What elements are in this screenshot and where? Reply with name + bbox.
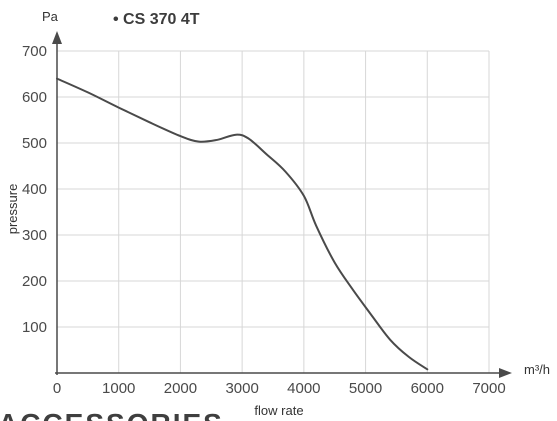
x-tick-label: 5000 (349, 380, 382, 397)
x-tick-label: 0 (53, 380, 61, 397)
y-tick-label: 400 (22, 181, 47, 198)
y-tick-label: 700 (22, 43, 47, 60)
x-tick-label: 6000 (411, 380, 444, 397)
series-line (56, 77, 429, 371)
y-axis-title: pressure (5, 184, 20, 235)
x-tick-label: 3000 (225, 380, 258, 397)
cutoff-section-heading: ACCESSORIES (0, 408, 224, 421)
y-tick-label: 300 (22, 227, 47, 244)
y-tick-label: 500 (22, 135, 47, 152)
grid-lines (57, 50, 490, 373)
tick-labels: 0 1000 2000 3000 4000 5000 6000 7000 100 200 300 40… (22, 43, 506, 397)
x-axis-arrow (499, 368, 512, 378)
y-axis-arrow (52, 31, 62, 44)
y-tick-label: 100 (22, 319, 47, 336)
y-tick-label: 600 (22, 89, 47, 106)
x-tick-label: 2000 (164, 380, 197, 397)
x-tick-label: 7000 (472, 380, 505, 397)
y-tick-label: 200 (22, 273, 47, 290)
x-tick-label: 1000 (102, 380, 135, 397)
legend-series-label: • CS 370 4T (113, 11, 200, 28)
x-axis-title: flow rate (254, 403, 303, 418)
x-tick-label: 4000 (287, 380, 320, 397)
axes (52, 31, 512, 378)
x-unit-label: m³/h (524, 362, 550, 377)
series-curves (56, 77, 429, 371)
y-unit-label: Pa (42, 9, 59, 24)
